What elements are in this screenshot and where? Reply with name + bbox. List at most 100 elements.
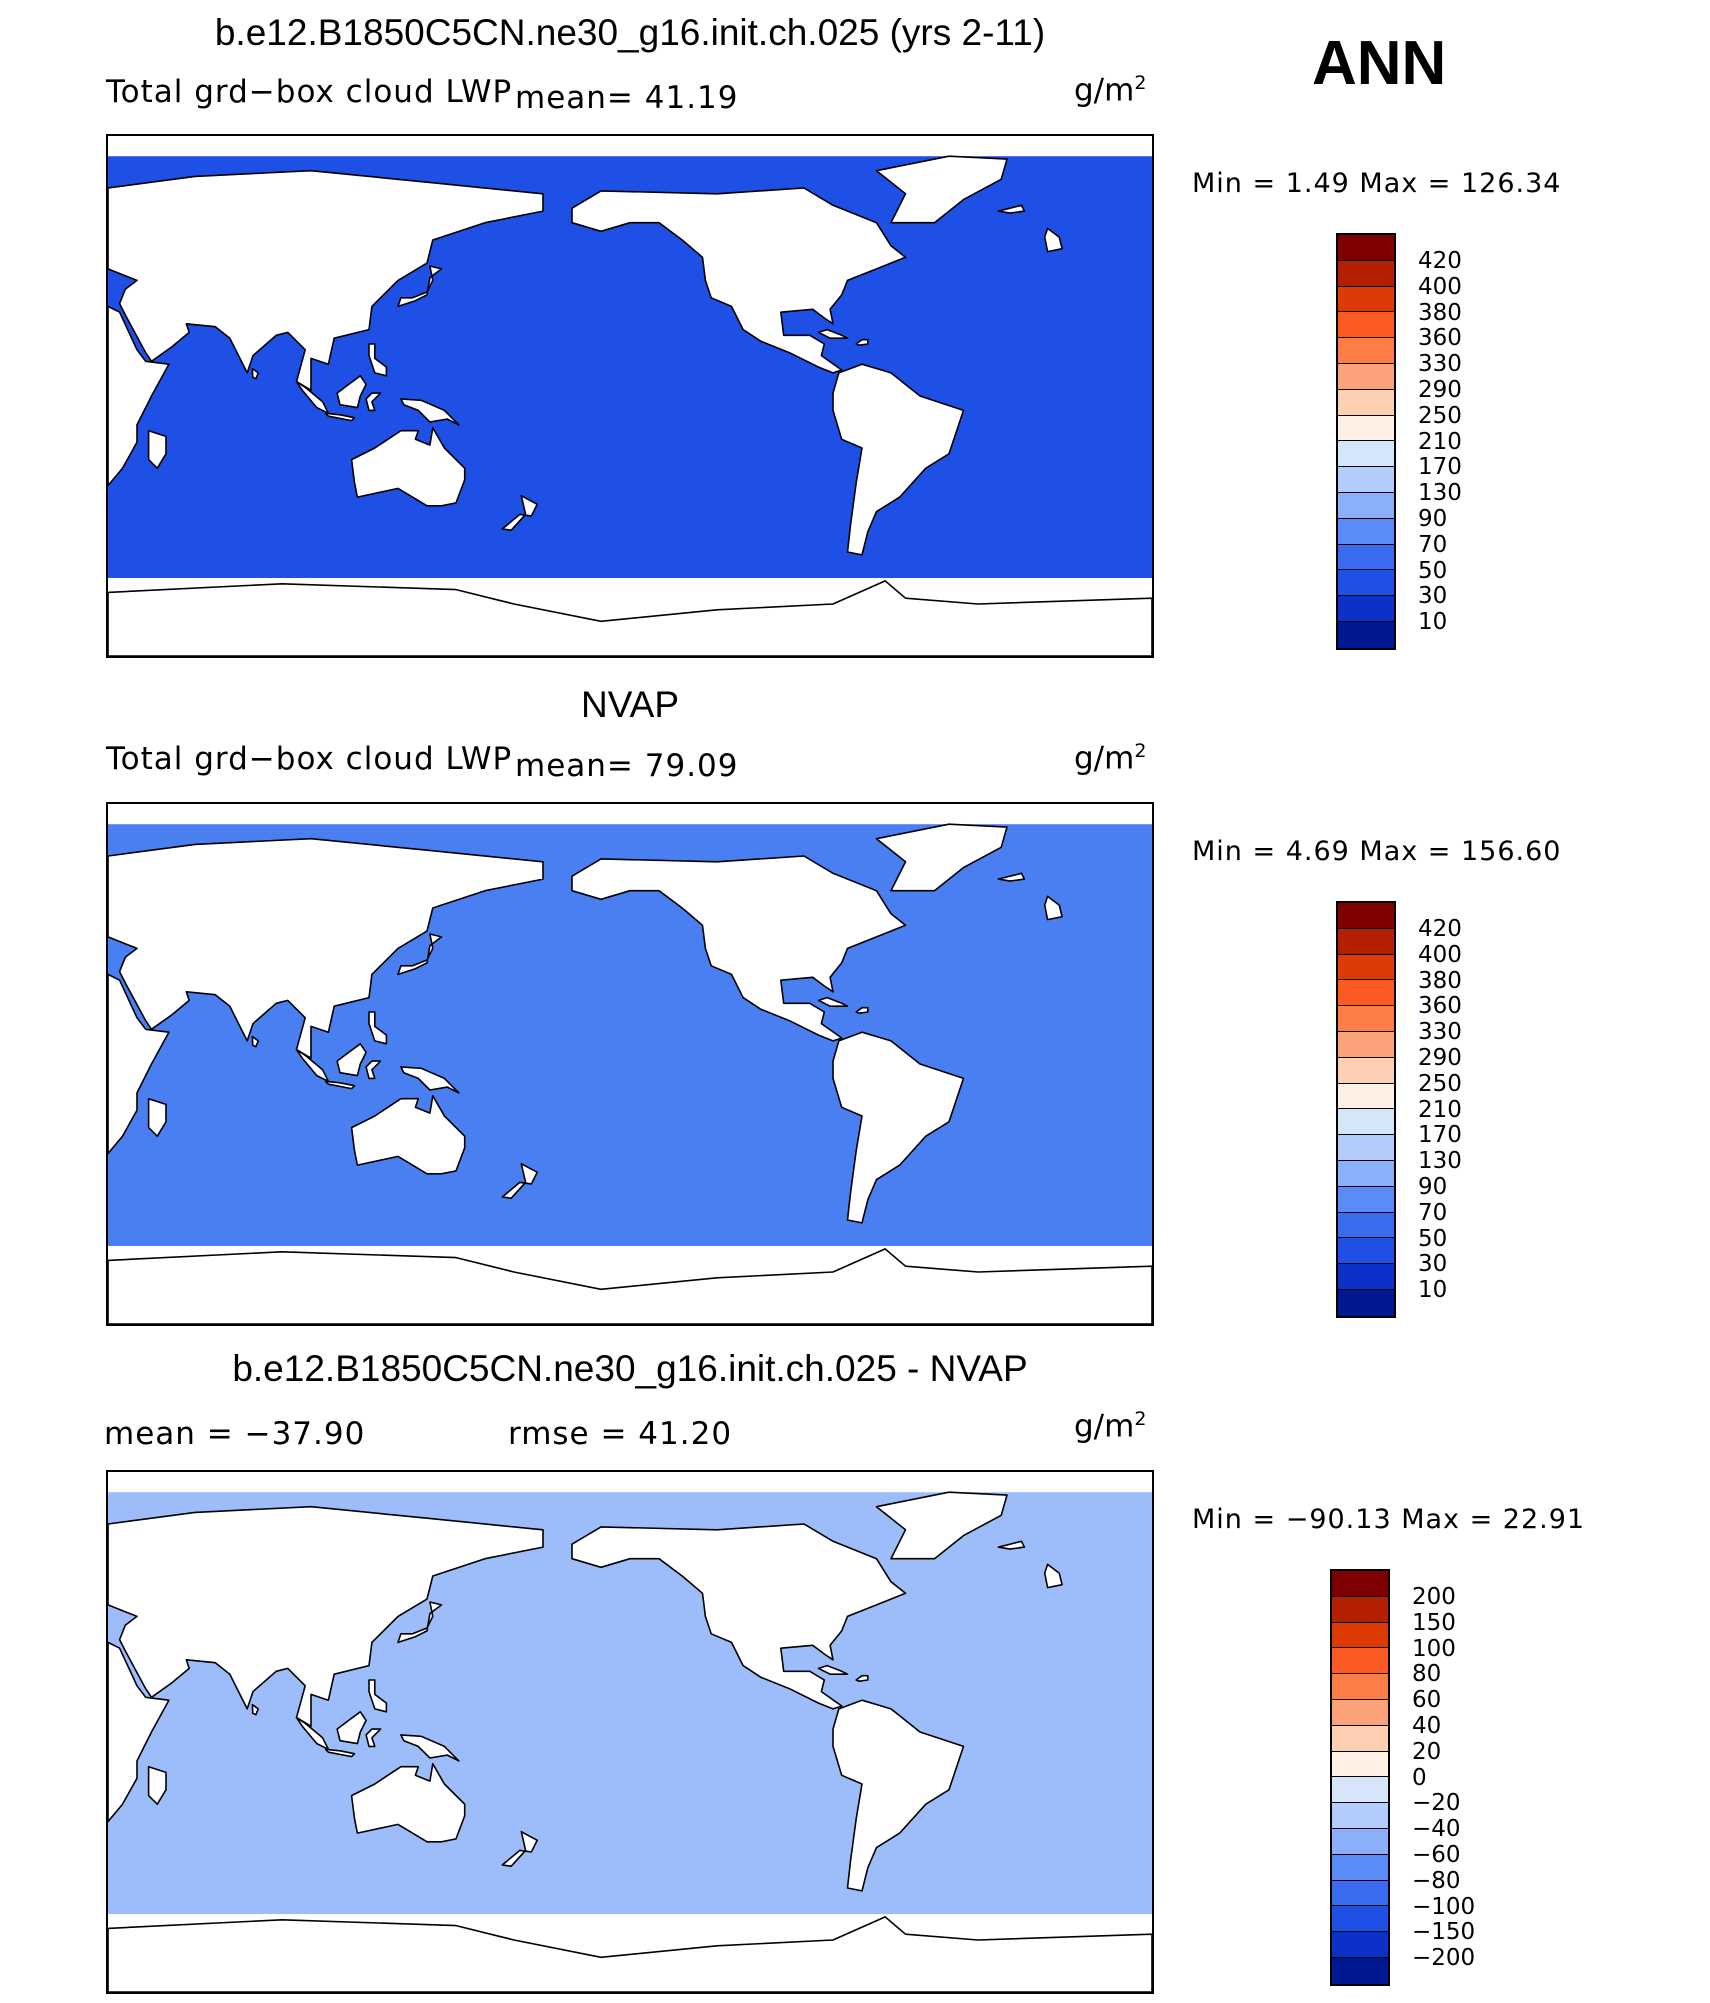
colorbar-swatch bbox=[1332, 1880, 1388, 1907]
world-map bbox=[108, 1491, 1152, 1992]
panel-3-minmax: Min = −90.13 Max = 22.91 bbox=[1192, 1504, 1586, 1535]
colorbar-swatch bbox=[1338, 596, 1394, 622]
continent-outline bbox=[855, 1006, 869, 1014]
colorbar-swatch bbox=[1338, 928, 1394, 955]
colorbar-swatch bbox=[1338, 954, 1394, 981]
colorbar-swatch bbox=[1332, 1571, 1388, 1597]
colorbar-label: 330 bbox=[1418, 1019, 1462, 1046]
colorbar-label: 90 bbox=[1418, 1173, 1448, 1200]
panel-3-title: b.e12.B1850C5CN.ne30_g16.init.ch.025 - N… bbox=[232, 1348, 1028, 1389]
colorbar-swatch bbox=[1338, 1289, 1394, 1316]
continent-outline bbox=[251, 1703, 259, 1716]
colorbar-swatch bbox=[1338, 621, 1394, 648]
colorbar-label: 250 bbox=[1418, 402, 1462, 429]
panel-2-mean: mean= 79.09 bbox=[515, 748, 739, 784]
continent-outline bbox=[336, 375, 367, 409]
colorbar-swatch bbox=[1338, 903, 1394, 929]
colorbar-swatch bbox=[1338, 415, 1394, 442]
continent-outline bbox=[368, 1011, 388, 1045]
continent-outline bbox=[324, 1080, 356, 1090]
colorbar-swatch bbox=[1338, 441, 1394, 468]
colorbar-label: −100 bbox=[1412, 1893, 1476, 1920]
colorbar-swatch bbox=[1338, 1109, 1394, 1136]
colorbar-label: 400 bbox=[1418, 273, 1462, 300]
colorbar-label: 210 bbox=[1418, 428, 1462, 455]
colorbar-swatch bbox=[1338, 1135, 1394, 1161]
continent-outline bbox=[501, 1162, 539, 1200]
panel-2-title: NVAP bbox=[580, 684, 679, 725]
colorbar-swatch bbox=[1338, 338, 1394, 364]
colorbar-label: 30 bbox=[1418, 583, 1448, 610]
panel-2-minmax: Min = 4.69 Max = 156.60 bbox=[1192, 836, 1562, 867]
continent-outline bbox=[108, 305, 170, 487]
colorbar-swatch bbox=[1338, 518, 1394, 545]
continent-outline bbox=[397, 1601, 443, 1644]
continent-outline bbox=[855, 338, 869, 346]
colorbar-swatch bbox=[1338, 467, 1394, 493]
colorbar-swatch bbox=[1332, 1699, 1388, 1726]
continent-outline bbox=[147, 429, 167, 470]
continent-outline bbox=[571, 187, 907, 374]
continent-outline bbox=[397, 265, 443, 308]
continent-outline bbox=[350, 1762, 466, 1843]
colorbar-swatch bbox=[1338, 1212, 1394, 1239]
colorbar-swatch bbox=[1338, 544, 1394, 571]
colorbar-label: 290 bbox=[1418, 1044, 1462, 1071]
continent-outline bbox=[365, 1728, 382, 1748]
continent-outline bbox=[108, 169, 544, 391]
colorbar-swatch bbox=[1338, 1083, 1394, 1110]
panel-1-units: g/m2 bbox=[1074, 72, 1147, 109]
colorbar-label: −40 bbox=[1412, 1816, 1461, 1843]
colorbar-label: 150 bbox=[1412, 1609, 1456, 1636]
colorbar-label: 0 bbox=[1412, 1764, 1427, 1791]
continent-outline bbox=[875, 823, 1008, 892]
colorbar-label: 400 bbox=[1418, 941, 1462, 968]
continent-outline bbox=[832, 1699, 965, 1892]
colorbar-swatch bbox=[1338, 235, 1394, 261]
colorbar-swatch bbox=[1332, 1803, 1388, 1829]
colorbar-label: 10 bbox=[1418, 1277, 1448, 1304]
continent-outline bbox=[1043, 1563, 1063, 1589]
colorbar-label: −200 bbox=[1412, 1945, 1476, 1972]
world-map bbox=[108, 823, 1152, 1324]
panel-1-colorbar-labels: 420 400 380 360 330 290 250 210 170 130 90 70 50 30 10 bbox=[1418, 248, 1462, 636]
colorbar-swatch bbox=[1332, 1828, 1388, 1855]
colorbar-swatch bbox=[1332, 1957, 1388, 1984]
continent-outline bbox=[875, 155, 1008, 224]
colorbar-label: 130 bbox=[1418, 1148, 1462, 1175]
panel-2-colorbar-labels: 420 400 380 360 330 290 250 210 170 130 90 70 50 30 10 bbox=[1418, 916, 1462, 1304]
continent-outline bbox=[324, 412, 356, 422]
continent-outline bbox=[108, 1641, 170, 1823]
continent-outline bbox=[350, 426, 466, 507]
colorbar-label: 380 bbox=[1418, 299, 1462, 326]
colorbar-label: 330 bbox=[1418, 351, 1462, 378]
colorbar-swatch bbox=[1338, 389, 1394, 416]
panel-3-colorbar-labels: 200 150 100 80 60 40 20 0 −20 −40 −60 −80 −100 −150 −2… bbox=[1412, 1584, 1476, 1972]
continent-outline bbox=[832, 1031, 965, 1224]
continent-outline bbox=[832, 363, 965, 556]
colorbar-swatch bbox=[1338, 1057, 1394, 1084]
colorbar-label: −80 bbox=[1412, 1867, 1461, 1894]
continent-outline bbox=[400, 398, 460, 426]
panel-1-map bbox=[106, 134, 1154, 658]
panel-3-units: g/m2 bbox=[1074, 1408, 1147, 1445]
continent-outline bbox=[368, 1679, 388, 1713]
colorbar-label: 10 bbox=[1418, 609, 1448, 636]
colorbar-swatch bbox=[1332, 1932, 1388, 1958]
continent-outline bbox=[997, 1540, 1026, 1550]
colorbar-label: 70 bbox=[1418, 1199, 1448, 1226]
panel-1-field-label: Total grd−box cloud LWP bbox=[106, 74, 513, 110]
continent-outline bbox=[571, 1523, 907, 1710]
continent-outline bbox=[147, 1097, 167, 1138]
colorbar-swatch bbox=[1338, 980, 1394, 1007]
colorbar-swatch bbox=[1332, 1674, 1388, 1700]
continent-outline bbox=[108, 1505, 544, 1727]
colorbar-label: 170 bbox=[1418, 1122, 1462, 1149]
colorbar-swatch bbox=[1338, 1160, 1394, 1187]
continent-outline bbox=[108, 837, 544, 1059]
colorbar-label: 360 bbox=[1418, 325, 1462, 352]
colorbar-swatch bbox=[1332, 1648, 1388, 1675]
colorbar-label: 40 bbox=[1412, 1712, 1442, 1739]
continent-outline bbox=[251, 367, 259, 380]
panel-2-units: g/m2 bbox=[1074, 740, 1147, 777]
